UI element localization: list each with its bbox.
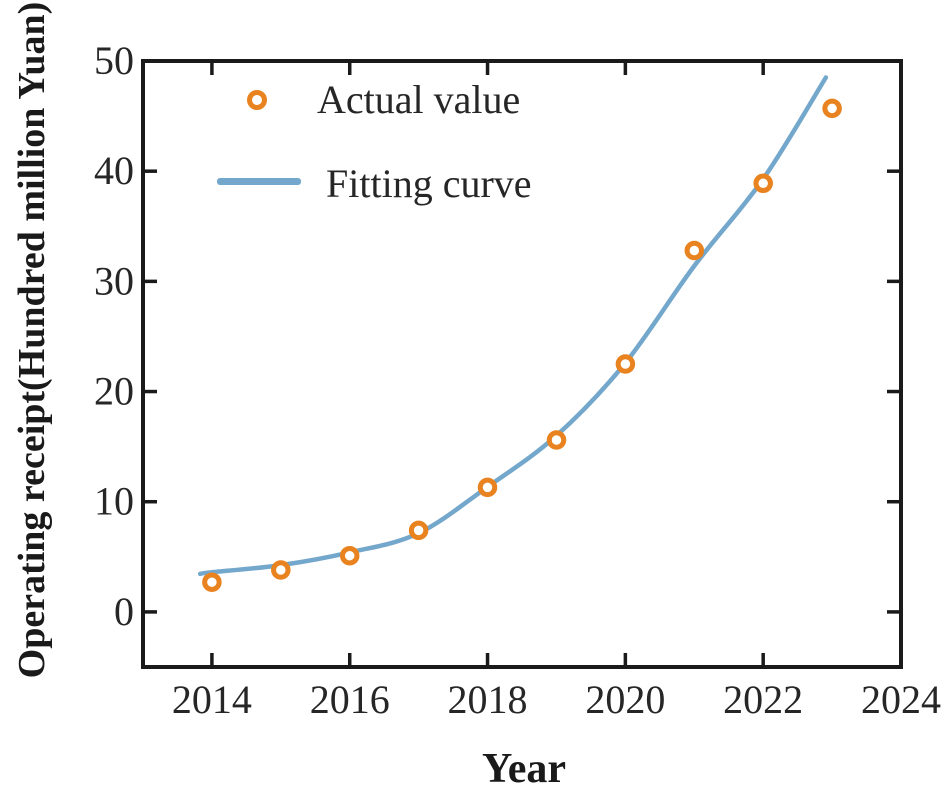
y-tick-label: 30 xyxy=(94,258,134,303)
y-axis-title: Operating receipt(Hundred million Yuan) xyxy=(11,1,53,679)
actual-value-point xyxy=(546,430,567,450)
fitting-curve-path xyxy=(197,75,829,577)
actual-value-point xyxy=(408,520,429,541)
x-tick-label: 2020 xyxy=(585,677,665,722)
legend-label-actual-value: Actual value xyxy=(317,77,521,122)
y-tick-label: 10 xyxy=(94,479,134,524)
x-tick-label: 2016 xyxy=(310,677,390,722)
y-tick-label: 20 xyxy=(94,369,134,414)
y-tick-label: 50 xyxy=(94,38,134,83)
actual-value-point xyxy=(339,545,360,566)
actual-value-point xyxy=(615,354,636,374)
x-tick-label: 2024 xyxy=(861,677,941,722)
x-tick-label: 2018 xyxy=(448,677,528,722)
actual-value-point xyxy=(684,240,705,261)
actual-value-point xyxy=(271,560,291,580)
x-axis-title: Year xyxy=(482,746,566,792)
line-marker-icon xyxy=(217,178,301,185)
axes-frame xyxy=(141,59,903,669)
x-tick-label: 2022 xyxy=(723,677,803,722)
actual-value-point xyxy=(202,572,222,592)
actual-value-point xyxy=(822,98,842,119)
actual-value-point xyxy=(753,173,773,194)
x-tick-label: 2014 xyxy=(172,677,252,722)
actual-value-point xyxy=(477,477,498,498)
scatter-marker-icon xyxy=(247,90,267,110)
legend-label-fitting-curve: Fitting curve xyxy=(326,161,532,206)
y-tick-label: 0 xyxy=(114,589,134,634)
y-tick-label: 40 xyxy=(94,148,134,193)
